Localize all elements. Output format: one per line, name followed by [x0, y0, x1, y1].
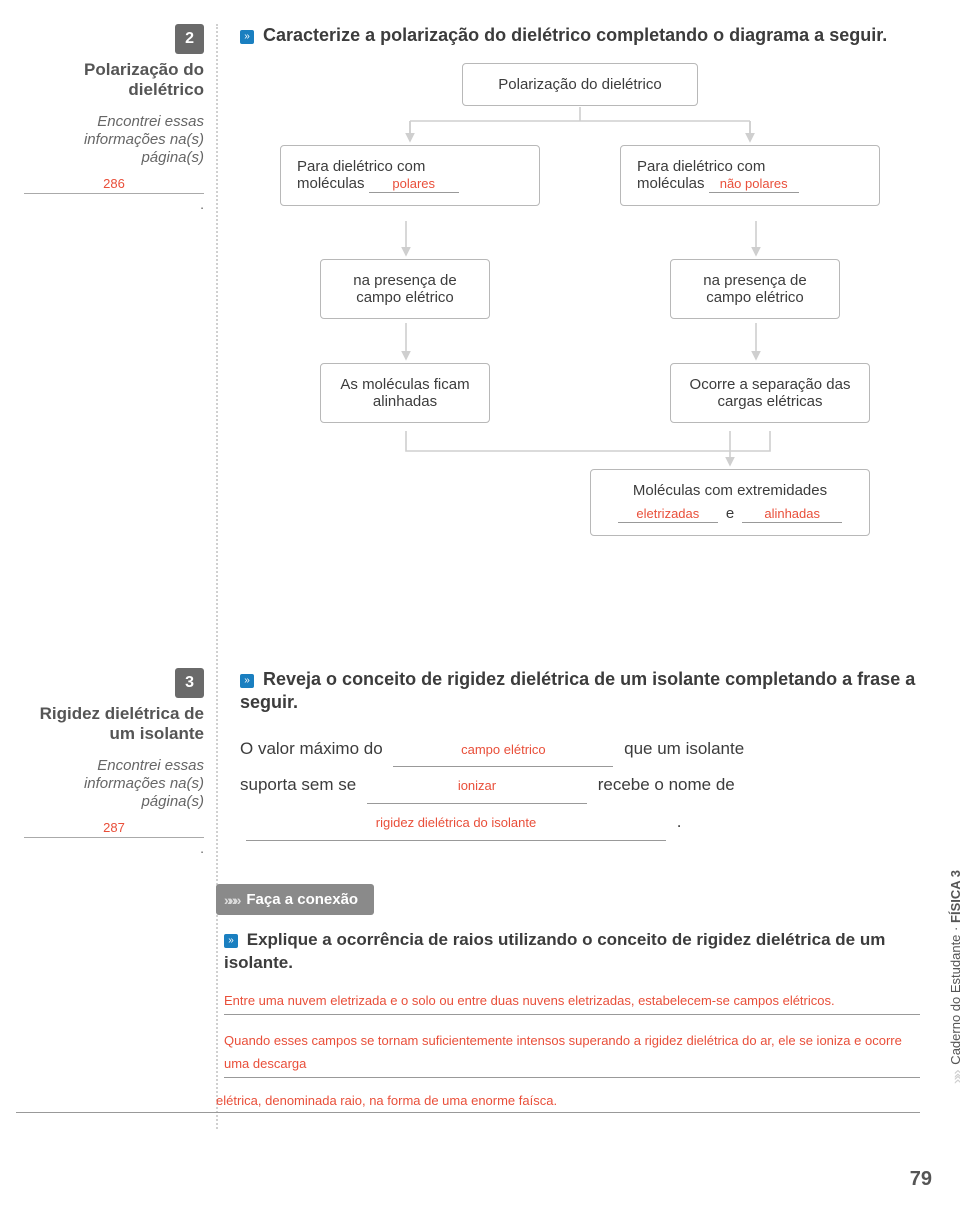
sent-a1: campo elétrico — [461, 742, 546, 757]
section-title-2: Polarização do dielétrico — [24, 60, 204, 99]
flow-box-top: Polarização do dielétrico — [462, 63, 698, 106]
flow-bot-ans2: alinhadas — [764, 506, 820, 521]
flow-bot-blank-2[interactable]: alinhadas — [742, 505, 842, 523]
spine-label: »» Caderno do Estudante · FÍSICA 3 — [948, 870, 960, 1084]
faca-badge: »»» Faça a conexão — [216, 884, 374, 915]
flow-r1-word: moléculas — [637, 175, 705, 192]
chevron-stack-icon: »»» — [224, 892, 238, 908]
flowchart: Polarização do dielétrico Para dielétric… — [240, 63, 920, 563]
flow-box-right-1: Para dielétrico com moléculas não polare… — [620, 145, 880, 206]
flow-box-right-2: na presença de campo elétrico — [670, 259, 840, 319]
faca-body: » Explique a ocorrência de raios utiliza… — [216, 929, 920, 1078]
chevron-icon: » — [240, 30, 254, 44]
flow-l1-word: moléculas — [297, 175, 365, 192]
faca-label: Faça a conexão — [246, 891, 358, 908]
sent-a3: rigidez dielétrica do isolante — [376, 815, 536, 830]
section-2-prompt: » Caracterize a polarização do dielétric… — [240, 24, 920, 47]
sent-p2: que um isolante — [624, 739, 744, 758]
side-dot: . — [200, 196, 204, 212]
fill-sentence: O valor máximo do campo elétrico que um … — [240, 731, 920, 841]
faca-prompt: Explique a ocorrência de raios utilizand… — [224, 930, 885, 972]
flow-r1-prefix: Para dielétrico com — [637, 158, 863, 175]
spine-subject: FÍSICA 3 — [948, 870, 960, 923]
section-badge-3: 3 — [175, 668, 204, 698]
found-label-3: Encontrei essas informações na(s) página… — [24, 757, 204, 811]
chevron-stack-icon: »» — [949, 1072, 960, 1084]
sent-p5: . — [677, 812, 682, 831]
sent-p4: recebe o nome de — [598, 775, 735, 794]
section-badge-2: 2 — [175, 24, 204, 54]
sidebar-section-2: 2 Polarização do dielétrico Encontrei es… — [24, 24, 204, 214]
prompt-text-3: Reveja o conceito de rigidez dielétrica … — [240, 669, 915, 712]
flow-r1-blank[interactable]: não polares — [709, 175, 799, 193]
flow-bot-join: e — [726, 505, 734, 522]
side-dot-3: . — [200, 840, 204, 856]
section-3-prompt: » Reveja o conceito de rigidez dielétric… — [240, 668, 920, 715]
prompt-text-2: Caracterize a polarização do dielétrico … — [263, 25, 887, 45]
faca-ans-line-1[interactable]: Entre uma nuvem eletrizada e o solo ou e… — [224, 989, 920, 1015]
sent-a2: ionizar — [458, 778, 496, 793]
faca-ans3: elétrica, denominada raio, na forma de u… — [216, 1093, 557, 1108]
page-ref-2: 286 — [24, 175, 204, 194]
sent-blank-2[interactable]: ionizar — [367, 767, 587, 804]
flow-bot-ans1: eletrizadas — [636, 506, 699, 521]
sent-blank-1[interactable]: campo elétrico — [393, 731, 613, 768]
flow-box-left-1: Para dielétrico com moléculas polares — [280, 145, 540, 206]
section-3-content: » Reveja o conceito de rigidez dielétric… — [240, 668, 920, 841]
flow-bot-title: Moléculas com extremidades — [607, 482, 853, 499]
flow-box-left-2: na presença de campo elétrico — [320, 259, 490, 319]
page-number-3: 287 — [103, 820, 125, 835]
found-label-2: Encontrei essas informações na(s) página… — [24, 113, 204, 167]
section-2-content: » Caracterize a polarização do dielétric… — [240, 24, 920, 563]
sidebar-section-3: 3 Rigidez dielétrica de um isolante Enco… — [24, 668, 204, 858]
faca-ans-line-2[interactable]: Quando esses campos se tornam suficiente… — [224, 1029, 920, 1078]
flow-l1-answer: polares — [392, 176, 435, 191]
flow-l1-prefix: Para dielétrico com — [297, 158, 523, 175]
flow-r1-answer: não polares — [720, 176, 788, 191]
sent-p3: suporta sem se — [240, 775, 356, 794]
page-ref-3: 287 — [24, 819, 204, 838]
page-number: 79 — [910, 1168, 932, 1191]
faca-ans2: Quando esses campos se tornam suficiente… — [224, 1033, 902, 1071]
chevron-icon: » — [224, 934, 238, 948]
spine-dot: · — [948, 927, 960, 931]
faca-ans-line-3[interactable]: elétrica, denominada raio, na forma de u… — [16, 1092, 920, 1113]
chevron-icon: » — [240, 674, 254, 688]
flow-bot-blank-1[interactable]: eletrizadas — [618, 505, 718, 523]
flow-box-bottom: Moléculas com extremidades eletrizadas e… — [590, 469, 870, 536]
sent-p1: O valor máximo do — [240, 739, 383, 758]
page-number-2: 286 — [103, 176, 125, 191]
section-title-3: Rigidez dielétrica de um isolante — [24, 704, 204, 743]
sent-blank-3[interactable]: rigidez dielétrica do isolante — [246, 804, 666, 841]
faca-a-conexao: »»» Faça a conexão » Explique a ocorrênc… — [216, 884, 920, 1113]
faca-ans1: Entre uma nuvem eletrizada e o solo ou e… — [224, 993, 835, 1008]
flow-l1-blank[interactable]: polares — [369, 175, 459, 193]
flow-box-left-3: As moléculas ficam alinhadas — [320, 363, 490, 423]
spine-text: Caderno do Estudante — [948, 935, 960, 1065]
flow-box-right-3: Ocorre a separação das cargas elétricas — [670, 363, 870, 423]
